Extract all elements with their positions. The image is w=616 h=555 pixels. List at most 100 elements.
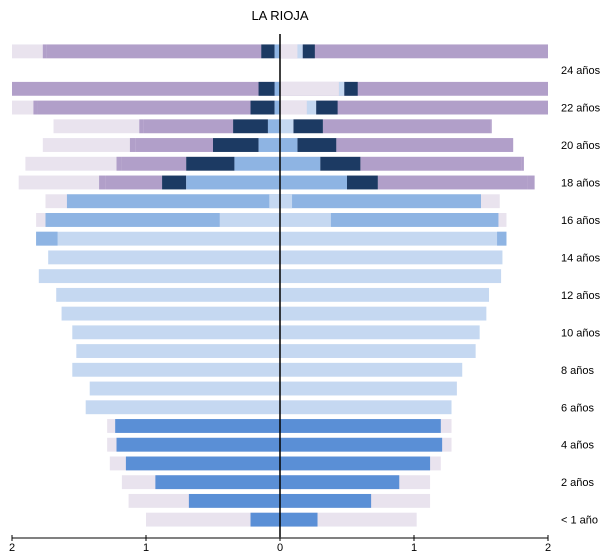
bar-right-7-0 [280,381,457,396]
bar-left-20-3 [213,138,259,152]
bar-left-4-1 [116,437,281,452]
bar-right-14-0 [280,250,503,265]
bar-left-17-1 [66,194,280,209]
bar-right-22-0 [280,100,548,115]
bar-left-19-1 [116,156,122,171]
bar-left-22-3 [250,100,275,115]
bar-left-3-1 [125,456,281,471]
bar-left-22-2 [37,100,251,115]
bar-right-23-3 [344,81,358,96]
bar-left-1-1 [188,493,280,508]
age-label-14: 14 años [561,252,601,264]
bar-left-18-4 [186,175,280,190]
bar-left-21-1 [139,119,144,134]
bar-right-23-1 [280,81,339,96]
bar-left-5-1 [115,419,281,433]
bar-right-6-0 [280,400,452,415]
bar-right-19-2 [360,156,522,171]
bar-right-13-0 [280,269,502,284]
bar-right-8-0 [280,362,463,377]
x-tick-label-2: 0 [277,542,283,554]
age-label-4: 4 años [561,440,595,452]
age-label-2: 2 años [561,477,595,489]
bar-right-19-1 [521,156,524,171]
bar-right-19-4 [280,156,321,171]
bar-left-21-4 [267,119,280,134]
age-label-12: 12 años [561,290,601,302]
bar-left-23-2 [274,81,280,96]
bar-left-22-4 [274,100,280,115]
bar-right-21-1 [490,119,492,134]
bar-right-16-2 [330,213,499,227]
bar-left-21-3 [233,119,268,134]
bar-left-11-0 [61,306,280,321]
bar-left-10-0 [72,325,280,340]
bar-right-0-1 [280,512,318,527]
bar-right-23-2 [338,81,345,96]
bar-left-17-2 [269,194,280,209]
age-label-10: 10 años [561,327,601,339]
bar-left-15-0 [36,231,281,246]
bar-left-22-1 [33,100,38,115]
chart-title: LA RIOJA [251,8,309,23]
x-tick-label-1: 1 [143,542,149,554]
bar-left-19-2 [121,156,187,171]
bar-right-17-2 [280,194,293,209]
age-label-20: 20 años [561,140,601,152]
x-tick-label-4: 2 [545,542,551,554]
bar-right-18-1 [527,175,535,190]
bar-right-25-0 [280,44,548,59]
bar-left-8-0 [72,362,280,377]
bar-left-25-4 [274,44,280,59]
bar-right-9-0 [280,344,476,358]
bar-right-22-3 [316,100,338,115]
bar-left-19-3 [186,156,235,171]
bar-right-21-4 [280,119,294,134]
bar-left-25-3 [261,44,275,59]
bar-left-21-2 [143,119,234,134]
bar-left-15-1 [36,231,58,246]
bar-right-21-2 [322,119,491,134]
bar-left-13-0 [38,269,280,284]
age-label-16: 16 años [561,215,601,227]
bar-left-25-2 [46,44,262,59]
bar-right-25-2 [297,44,303,59]
bar-right-20-2 [336,138,511,152]
bar-left-6-0 [85,400,280,415]
bar-left-19-4 [234,156,280,171]
age-label-22: 22 años [561,103,601,115]
bar-left-18-2 [105,175,163,190]
bar-left-9-0 [76,344,280,358]
bar-left-18-1 [99,175,106,190]
bar-right-2-1 [280,475,400,490]
bar-left-23-0 [12,81,280,96]
bar-right-18-4 [280,175,347,190]
bar-right-18-3 [347,175,378,190]
bar-right-20-4 [280,138,298,152]
bar-left-20-1 [129,138,136,152]
bar-left-20-2 [135,138,213,152]
bar-right-1-1 [280,493,372,508]
bar-left-0-1 [250,512,280,527]
bar-left-2-1 [155,475,280,490]
bar-right-19-3 [320,156,361,171]
age-label-0: < 1 año [561,515,598,527]
bar-right-10-0 [280,325,480,340]
bar-left-18-3 [162,175,187,190]
bar-left-7-0 [89,381,280,396]
bar-right-4-1 [280,437,443,452]
bar-right-15-0 [280,231,507,246]
x-tick-label-0: 2 [9,542,15,554]
bar-left-0-0 [146,512,280,527]
age-label-6: 6 años [561,402,595,414]
bar-left-12-0 [56,287,280,302]
bar-right-11-0 [280,306,487,321]
bar-right-21-3 [293,119,323,134]
age-label-18: 18 años [561,177,601,189]
bar-right-18-2 [377,175,528,190]
bar-left-20-4 [258,138,280,152]
x-tick-label-3: 1 [411,542,417,554]
bar-left-23-1 [258,81,275,96]
bar-right-3-1 [280,456,431,471]
